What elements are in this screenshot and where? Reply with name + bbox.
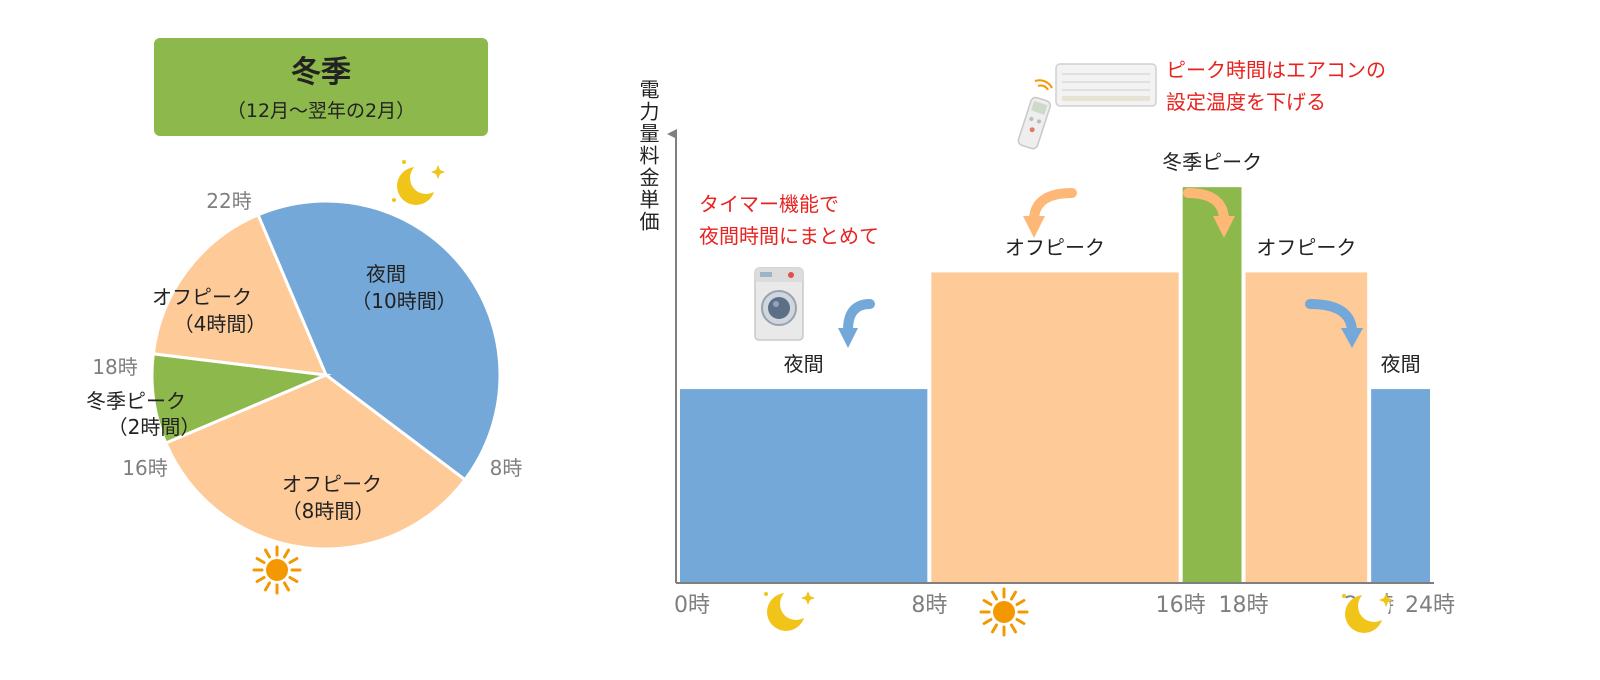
moon-icon	[1342, 590, 1393, 633]
x-tick-18: 18時	[1219, 593, 1269, 618]
moon-icon	[764, 588, 815, 631]
x-tick-16: 16時	[1156, 593, 1206, 618]
season-title: 冬季	[291, 55, 351, 90]
sun-icon	[252, 545, 302, 595]
arrow-to-night-left	[838, 299, 875, 348]
sun-icon	[979, 587, 1029, 637]
bar-offpeak-day	[931, 272, 1179, 582]
pie-label-offpeak-day-name: オフピーク	[282, 472, 382, 496]
pie-label-night-name: 夜間	[366, 262, 406, 286]
remote-control-icon	[1017, 79, 1053, 150]
aircon-note-line1: ピーク時間はエアコンの	[1166, 58, 1386, 82]
season-subtitle: （12月〜翌年の2月）	[227, 100, 415, 122]
x-tick-8: 8時	[911, 593, 947, 618]
bar-night-late	[1371, 389, 1430, 582]
x-tick-24: 24時	[1405, 593, 1455, 618]
pie-slice-offpeak-evening	[151, 212, 329, 377]
aircon-note: ピーク時間はエアコンの 設定温度を下げる	[1166, 58, 1386, 114]
pie-label-peak-hours: （2時間）	[108, 415, 201, 439]
pie-label-offpeak-evening-hours: （4時間）	[174, 312, 267, 336]
timer-note-line1: タイマー機能で	[699, 192, 839, 216]
bar-offpeak-evening-label: オフピーク	[1256, 235, 1356, 259]
bar-night-late-label: 夜間	[1381, 352, 1421, 376]
pie-label-offpeak-evening-name: オフピーク	[152, 285, 252, 309]
pie-slice-night	[256, 199, 502, 482]
arrow-to-night-right	[1305, 299, 1363, 348]
moon-icon	[392, 160, 445, 205]
pie-slice-peak	[150, 352, 332, 445]
pie-label-peak-name: 冬季ピーク	[86, 389, 186, 413]
washing-machine-icon	[754, 267, 804, 341]
pie-time-22: 22時	[206, 189, 251, 213]
aircon-note-line2: 設定温度を下げる	[1166, 90, 1326, 114]
air-conditioner-icon	[1055, 63, 1157, 107]
pie-label-offpeak-day-hours: （8時間）	[282, 499, 375, 523]
pie-time-8: 8時	[490, 456, 523, 480]
pie-time-16: 16時	[122, 456, 167, 480]
bar-night-early-label: 夜間	[784, 352, 824, 376]
x-tick-0: 0時	[674, 593, 710, 618]
pie-time-18: 18時	[92, 355, 137, 379]
arrow-to-offpeak-right	[1183, 188, 1235, 238]
bar-peak-label: 冬季ピーク	[1162, 150, 1262, 174]
pie-chart: 夜間 （10時間） オフピーク （8時間） 冬季ピーク （2時間） オフピーク …	[86, 189, 523, 551]
bar-offpeak-day-label: オフピーク	[1005, 235, 1105, 259]
timer-note: タイマー機能で 夜間時間にまとめて	[699, 192, 879, 248]
timer-note-line2: 夜間時間にまとめて	[699, 224, 879, 248]
y-axis-label: 電力量料金単価	[636, 79, 660, 233]
bar-night-early	[680, 389, 928, 582]
arrow-to-offpeak-left	[1023, 188, 1077, 238]
bar-peak	[1182, 187, 1242, 582]
pie-slice-offpeak-day	[163, 373, 468, 551]
season-box: 冬季 （12月〜翌年の2月）	[154, 38, 488, 136]
season-box-background	[154, 38, 488, 136]
pie-label-night-hours: （10時間）	[351, 289, 456, 313]
